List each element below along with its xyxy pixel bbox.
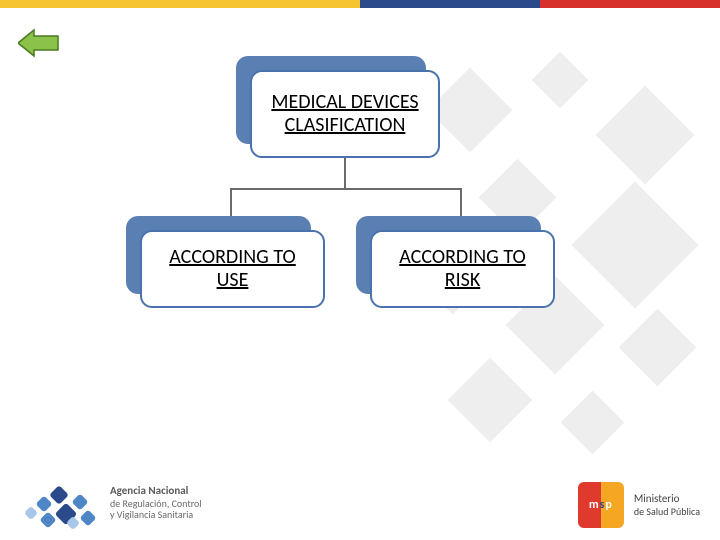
root-text: MEDICAL DEVICES CLASIFICATION — [262, 91, 428, 137]
ministry-line2: de Salud Pública — [634, 506, 700, 518]
top-bar-seg-3 — [540, 0, 720, 8]
agency-text: Agencia Nacional de Regulación, Control … — [110, 485, 202, 521]
ministry-line1: Ministerio — [634, 493, 700, 506]
ministry-logo: msp Ministerio de Salud Pública — [578, 482, 700, 528]
ministry-text: Ministerio de Salud Pública — [634, 493, 700, 517]
agency-cluster-icon — [20, 478, 100, 528]
connector — [230, 188, 460, 190]
child0-text: ACCORDING TO USE — [152, 246, 313, 292]
badge-m: m — [589, 498, 600, 512]
child1-text: ACCORDING TO RISK — [382, 246, 543, 292]
node-label: ACCORDING TO USE — [140, 230, 325, 308]
node-label: MEDICAL DEVICES CLASIFICATION — [250, 70, 440, 158]
msp-badge-icon: msp — [578, 482, 624, 528]
top-bar-seg-2 — [360, 0, 540, 8]
back-arrow-icon[interactable] — [18, 28, 60, 63]
connector — [344, 158, 346, 188]
connector — [460, 188, 462, 218]
connector — [230, 188, 232, 218]
top-bar-seg-1 — [0, 0, 360, 8]
badge-p: p — [605, 498, 612, 512]
agency-line3: y Vigilancia Sanitaria — [110, 509, 202, 521]
top-color-bar — [0, 0, 720, 8]
child-node-use: ACCORDING TO USE — [140, 230, 325, 308]
agency-logo: Agencia Nacional de Regulación, Control … — [20, 478, 202, 528]
root-node: MEDICAL DEVICES CLASIFICATION — [250, 70, 440, 158]
node-label: ACCORDING TO RISK — [370, 230, 555, 308]
footer: Agencia Nacional de Regulación, Control … — [20, 458, 700, 528]
agency-line1: Agencia Nacional — [110, 485, 202, 498]
child-node-risk: ACCORDING TO RISK — [370, 230, 555, 308]
